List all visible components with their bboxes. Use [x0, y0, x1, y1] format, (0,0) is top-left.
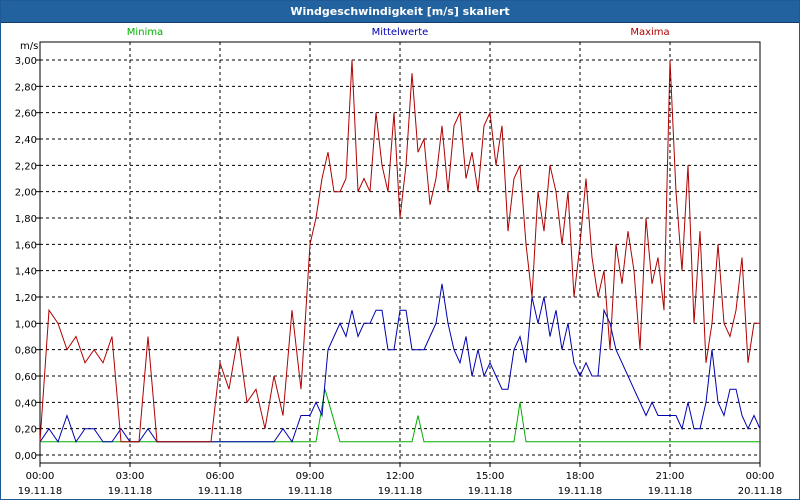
y-tick-label: 2,60 [15, 109, 37, 120]
y-axis: 0,00 0,20 0,40 0,60 0,80 1,00 1,20 1,40 1,60 1,80… [15, 56, 40, 462]
series-line-minima [40, 389, 760, 443]
x-tick-date: 19.11.18 [558, 486, 603, 497]
y-tick-label: 3,00 [15, 56, 37, 67]
y-tick-label: 2,00 [15, 188, 37, 199]
y-tick-label: 0,40 [15, 398, 37, 409]
x-tick-time: 12:00 [386, 471, 415, 482]
y-tick-label: 2,40 [15, 135, 37, 146]
y-tick-label: 0,20 [15, 425, 37, 436]
x-axis: 00:00 19.11.18 03:00 19.11.18 06:00 19.11.18 0… [18, 463, 783, 497]
legend-mittelwerte: Mittelwerte [372, 27, 429, 38]
legend-minima: Minima [127, 27, 163, 38]
y-tick-label: 1,20 [15, 293, 37, 304]
series-line-maxima [39, 59, 760, 443]
x-tick-time: 21:00 [656, 471, 685, 482]
chart-title: Windgeschwindigkeit [m/s] skaliert [1, 1, 799, 23]
y-tick-label: 1,40 [15, 267, 37, 278]
x-tick-time: 09:00 [296, 471, 325, 482]
x-tick-time: 00:00 [746, 471, 775, 482]
y-tick-label: 0,00 [15, 451, 37, 462]
x-tick-date: 20.11.18 [738, 486, 783, 497]
y-tick-label: 1,00 [15, 319, 37, 330]
legend: Minima Mittelwerte Maxima [127, 27, 670, 38]
x-tick-date: 19.11.18 [468, 486, 513, 497]
x-tick-time: 00:00 [26, 471, 55, 482]
y-tick-label: 2,20 [15, 161, 37, 172]
y-axis-label: m/s [20, 41, 38, 52]
y-tick-label: 0,60 [15, 372, 37, 383]
x-tick-date: 19.11.18 [108, 486, 153, 497]
x-tick-time: 03:00 [116, 471, 145, 482]
x-tick-date: 19.11.18 [648, 486, 693, 497]
x-tick-time: 18:00 [566, 471, 595, 482]
x-tick-date: 19.11.18 [18, 486, 63, 497]
y-tick-label: 0,80 [15, 346, 37, 357]
y-tick-label: 1,60 [15, 240, 37, 251]
x-tick-time: 06:00 [206, 471, 235, 482]
x-tick-date: 19.11.18 [198, 486, 243, 497]
y-tick-label: 1,80 [15, 214, 37, 225]
x-tick-time: 15:00 [476, 471, 505, 482]
grid-lines [40, 42, 760, 463]
x-tick-date: 19.11.18 [378, 486, 423, 497]
legend-maxima: Maxima [630, 27, 669, 38]
x-tick-date: 19.11.18 [288, 486, 333, 497]
y-tick-label: 2,80 [15, 82, 37, 93]
series-lines [39, 59, 761, 443]
